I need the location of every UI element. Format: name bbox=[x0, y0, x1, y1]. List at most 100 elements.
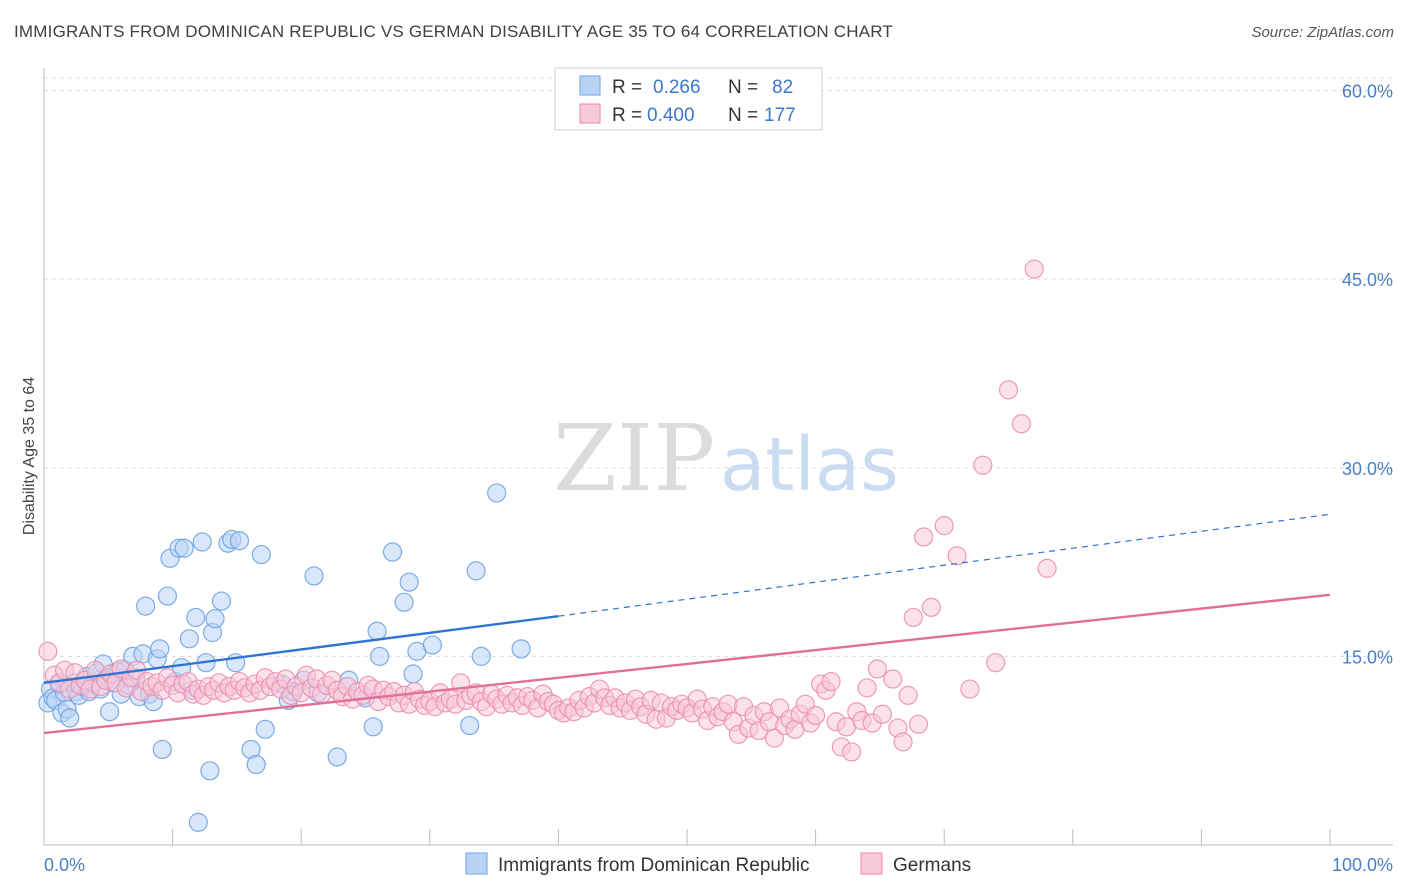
data-point bbox=[399, 572, 419, 592]
legend-swatch-dominican bbox=[465, 852, 488, 875]
stats-row-dominican: R = 0.266 N = 82 bbox=[579, 75, 793, 98]
grid-layer bbox=[44, 77, 1393, 657]
data-point bbox=[179, 629, 199, 649]
trend-line bbox=[43, 593, 1331, 735]
data-point bbox=[422, 635, 442, 655]
data-point bbox=[934, 516, 954, 536]
y-tick-label: 45.0% bbox=[1342, 270, 1393, 290]
data-point bbox=[947, 546, 967, 566]
stats-n-label: N = bbox=[728, 77, 758, 98]
data-point bbox=[821, 671, 841, 692]
source-credit: Source: ZipAtlas.com bbox=[1251, 24, 1394, 41]
data-point bbox=[246, 754, 266, 775]
ticks-layer: 15.0% 30.0% 45.0% 60.0% 0.0% 100.0% bbox=[44, 82, 1393, 875]
data-point bbox=[135, 596, 156, 616]
data-point bbox=[229, 531, 250, 551]
data-point bbox=[367, 621, 387, 641]
x-tick-label: 0.0% bbox=[44, 855, 85, 875]
points-layer bbox=[38, 259, 1057, 832]
data-point bbox=[973, 455, 993, 475]
data-point bbox=[363, 717, 383, 737]
legend-item-dominican[interactable]: Immigrants from Dominican Republic bbox=[465, 852, 810, 876]
data-point bbox=[157, 586, 178, 606]
data-point bbox=[1011, 414, 1031, 434]
data-point bbox=[211, 591, 232, 611]
data-point bbox=[805, 705, 826, 726]
data-point bbox=[60, 708, 80, 728]
data-point bbox=[893, 732, 913, 752]
chart-title: IMMIGRANTS FROM DOMINICAN REPUBLIC VS GE… bbox=[14, 22, 894, 41]
data-point bbox=[152, 739, 172, 760]
data-point bbox=[188, 812, 208, 832]
data-point bbox=[251, 544, 271, 565]
data-point bbox=[150, 639, 170, 659]
data-point bbox=[960, 679, 980, 699]
data-point bbox=[1024, 259, 1044, 279]
data-point bbox=[883, 669, 903, 689]
data-point bbox=[872, 704, 893, 724]
data-point bbox=[200, 761, 220, 781]
data-point bbox=[986, 653, 1006, 673]
stats-r-label: R = bbox=[612, 77, 642, 98]
data-point bbox=[38, 641, 58, 661]
data-point bbox=[487, 483, 507, 503]
data-point bbox=[857, 678, 877, 698]
stats-r-value: 0.266 bbox=[653, 77, 701, 98]
trend-line bbox=[43, 614, 559, 684]
data-point bbox=[867, 659, 887, 679]
y-tick-label: 15.0% bbox=[1342, 647, 1393, 667]
legend-swatch-germans bbox=[860, 852, 883, 875]
legend-label-germans: Germans bbox=[893, 855, 971, 876]
legend-label-dominican: Immigrants from Dominican Republic bbox=[498, 855, 810, 876]
data-point bbox=[998, 380, 1019, 400]
stats-r-value: 0.400 bbox=[647, 105, 695, 126]
data-point bbox=[186, 607, 206, 628]
legend-item-germans[interactable]: Germans bbox=[860, 852, 971, 876]
data-point bbox=[471, 646, 491, 666]
data-point bbox=[921, 597, 941, 617]
stats-swatch-germans bbox=[579, 103, 601, 124]
data-point bbox=[403, 664, 423, 684]
data-point bbox=[460, 715, 480, 736]
legend: Immigrants from Dominican Republic Germa… bbox=[465, 852, 971, 876]
y-axis-label: Disability Age 35 to 64 bbox=[21, 377, 38, 535]
data-point bbox=[174, 538, 194, 558]
y-tick-label: 30.0% bbox=[1342, 459, 1393, 479]
stats-swatch-dominican bbox=[579, 75, 601, 96]
stats-n-value: 177 bbox=[764, 105, 796, 126]
data-point bbox=[842, 742, 862, 762]
data-point bbox=[903, 607, 923, 628]
data-point bbox=[394, 592, 414, 612]
data-point bbox=[908, 714, 929, 734]
stats-box: R = 0.266 N = 82 R = 0.400 N = 177 bbox=[554, 67, 823, 131]
data-point bbox=[304, 566, 324, 586]
data-point bbox=[898, 685, 918, 705]
data-point bbox=[382, 542, 403, 562]
data-point bbox=[914, 527, 934, 547]
data-point bbox=[327, 747, 347, 767]
axes-layer bbox=[43, 68, 1393, 846]
data-point bbox=[370, 646, 390, 666]
watermark-zip-text: ZIP bbox=[553, 405, 715, 512]
data-point bbox=[511, 639, 531, 659]
trend-lines-layer bbox=[43, 513, 1331, 735]
data-point bbox=[466, 561, 486, 581]
stats-r-label: R = bbox=[612, 105, 642, 126]
data-point bbox=[255, 719, 275, 739]
data-point bbox=[764, 728, 785, 748]
stats-n-label: N = bbox=[728, 105, 758, 126]
x-tick-label: 100.0% bbox=[1332, 855, 1393, 875]
data-point bbox=[99, 702, 120, 722]
stats-n-value: 82 bbox=[772, 77, 793, 98]
data-point bbox=[192, 532, 212, 552]
watermark: ZIP atlas bbox=[553, 405, 899, 512]
trend-line-extrapolated bbox=[558, 513, 1331, 617]
series-dominican bbox=[38, 483, 531, 832]
stats-row-germans: R = 0.400 N = 177 bbox=[579, 103, 796, 126]
data-point bbox=[1037, 558, 1057, 578]
data-point bbox=[205, 609, 225, 629]
y-tick-label: 60.0% bbox=[1342, 82, 1393, 102]
watermark-atlas-text: atlas bbox=[720, 422, 899, 508]
series-germans bbox=[38, 259, 1057, 762]
